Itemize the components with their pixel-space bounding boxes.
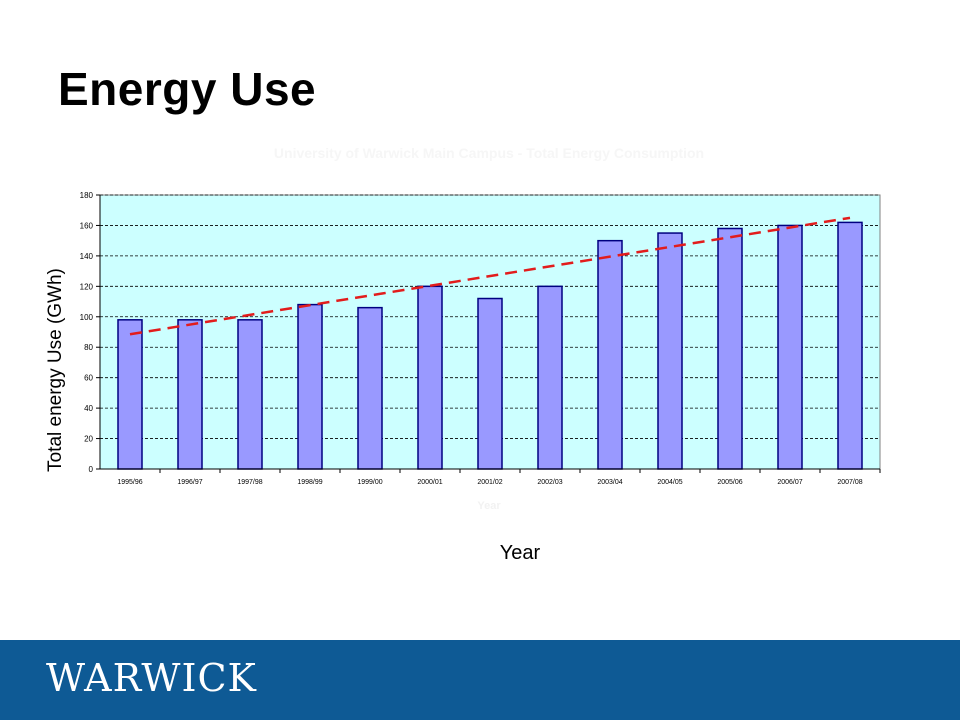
bar <box>657 232 683 470</box>
chart-xlabel: Year <box>477 500 501 512</box>
bar <box>177 319 203 470</box>
trendline <box>129 216 851 336</box>
x-tick-label: 2006/07 <box>777 479 802 486</box>
bar-chart: 0 20 40 60 80 100 120 140 160 180 1995/96 1996/97 19… <box>80 191 881 486</box>
x-tick-label: 1999/00 <box>357 479 382 486</box>
x-axis-label: Year <box>499 542 541 564</box>
x-tick-label: 1995/96 <box>117 479 142 486</box>
bar <box>357 306 383 470</box>
warwick-logo: WARWICK <box>46 656 257 700</box>
bar <box>597 239 623 470</box>
bar <box>297 303 323 470</box>
y-tick-label: 120 <box>80 282 94 291</box>
bar <box>477 297 503 470</box>
x-tick-label: 2007/08 <box>837 479 862 486</box>
bar <box>717 227 743 470</box>
y-tick-label: 40 <box>84 404 93 413</box>
x-tick-label: 2005/06 <box>717 479 742 486</box>
y-tick-label: 60 <box>84 374 93 383</box>
y-tick-label: 0 <box>89 465 94 474</box>
bar <box>117 319 143 470</box>
y-tick-label: 140 <box>80 252 94 261</box>
slide-title: Energy Use <box>58 63 317 115</box>
x-tick-label: 1998/99 <box>297 479 322 486</box>
chart-title: University of Warwick Main Campus - Tota… <box>273 145 705 161</box>
bar <box>537 285 563 470</box>
y-axis-label: Total energy Use (GWh) <box>45 268 66 472</box>
bar <box>417 285 443 470</box>
x-tick-label: 2004/05 <box>657 479 682 486</box>
y-tick-label: 80 <box>84 343 93 352</box>
bar <box>777 224 803 470</box>
x-tick-label: 1997/98 <box>237 479 262 486</box>
y-tick-label: 100 <box>80 313 94 322</box>
footer-bar <box>0 640 960 720</box>
x-tick-label: 2002/03 <box>537 479 562 486</box>
x-tick-label: 2000/01 <box>417 479 442 486</box>
y-tick-label: 20 <box>84 435 93 444</box>
x-tick-label: 2003/04 <box>597 479 622 486</box>
y-tick-label: 160 <box>80 221 94 230</box>
bar <box>237 319 263 470</box>
y-tick-label: 180 <box>80 191 94 200</box>
bar <box>837 221 863 470</box>
x-tick-label: 2001/02 <box>477 479 502 486</box>
x-tick-label: 1996/97 <box>177 479 202 486</box>
